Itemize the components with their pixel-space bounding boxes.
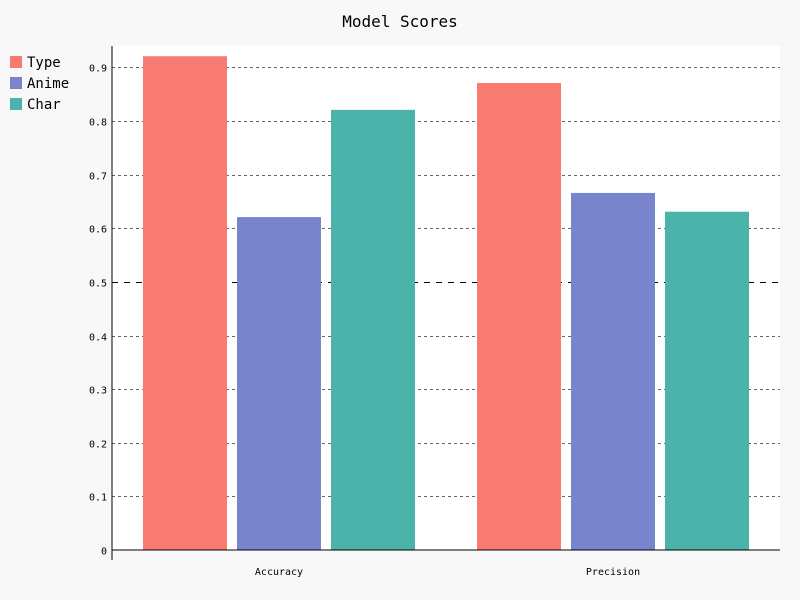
legend: Type Anime Char — [10, 55, 69, 113]
y-tick-label: 0.5 — [89, 279, 107, 290]
y-tick-label: 0.1 — [89, 493, 107, 504]
x-axis-ticks: Accuracy Precision — [255, 567, 640, 578]
y-tick-label: 0 — [101, 547, 107, 558]
legend-swatch-anime — [10, 77, 22, 89]
legend-label-char: Char — [27, 97, 61, 113]
y-tick-label: 0.2 — [89, 440, 107, 451]
bars — [143, 56, 749, 551]
bar-type-precision — [477, 83, 561, 551]
y-axis-ticks: 0 0.1 0.2 0.3 0.4 0.5 0.6 0.7 0.8 0.9 — [89, 64, 107, 558]
x-tick-label: Accuracy — [255, 567, 303, 578]
bar-type-accuracy — [143, 56, 227, 551]
y-tick-label: 0.3 — [89, 386, 107, 397]
legend-label-anime: Anime — [27, 76, 69, 92]
y-tick-label: 0.9 — [89, 64, 107, 75]
chart-title: Model Scores — [342, 12, 458, 31]
legend-label-type: Type — [27, 55, 61, 71]
x-tick-label: Precision — [586, 567, 640, 578]
bar-char-accuracy — [331, 109, 415, 551]
legend-swatch-char — [10, 98, 22, 110]
bar-anime-accuracy — [237, 217, 321, 551]
y-tick-label: 0.6 — [89, 225, 107, 236]
y-tick-label: 0.8 — [89, 118, 107, 129]
bar-char-precision — [665, 211, 749, 551]
y-tick-label: 0.7 — [89, 172, 107, 183]
bar-anime-precision — [571, 192, 655, 551]
y-tick-label: 0.4 — [89, 333, 107, 344]
legend-swatch-type — [10, 56, 22, 68]
